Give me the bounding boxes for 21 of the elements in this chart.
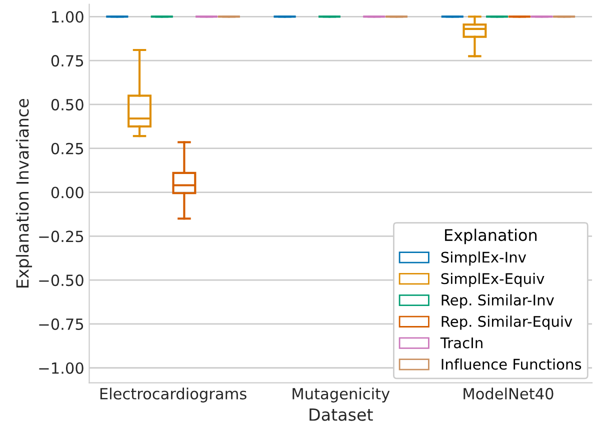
y-tick-label: 0.25: [51, 142, 84, 154]
y-tick-label: −0.75: [39, 318, 84, 330]
y-tick-label: −0.50: [39, 274, 84, 286]
y-axis-title: Explanation Invariance: [16, 98, 32, 288]
y-tick-label: 1.00: [52, 11, 84, 23]
x-axis-title: Dataset: [310, 408, 373, 421]
legend-label: SimplEx-Inv: [441, 251, 526, 266]
x-tick-label: ModelNet40: [464, 388, 554, 400]
legend-title: Explanation: [445, 228, 537, 244]
legend-label: Influence Functions: [442, 358, 582, 370]
y-tick-label: 0.50: [51, 98, 84, 110]
legend-label: Rep. Similar-Equiv: [442, 316, 572, 330]
x-tick-label: Mutagenicity: [292, 388, 390, 402]
legend-label: TracIn: [440, 338, 482, 348]
y-tick-label: −1.00: [39, 362, 84, 374]
x-tick-label: Electrocardiograms: [100, 388, 246, 402]
y-tick-label: −0.25: [39, 230, 84, 242]
legend-label: Rep. Similar-Inv: [442, 294, 554, 308]
y-tick-label: 0.75: [51, 55, 84, 67]
y-tick-label: 0.00: [51, 186, 84, 198]
legend-label: SimplEx-Equiv: [441, 272, 544, 287]
